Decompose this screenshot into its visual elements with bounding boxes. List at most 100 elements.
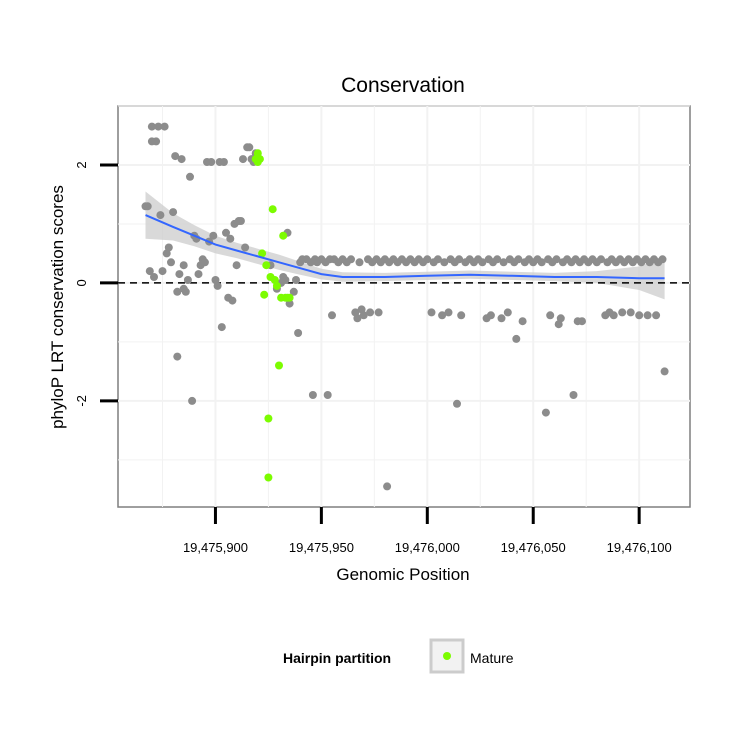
data-point	[355, 258, 364, 267]
mature-point	[272, 281, 281, 290]
data-point	[383, 482, 392, 491]
data-point	[239, 155, 247, 164]
data-point	[281, 276, 290, 284]
data-point	[359, 311, 368, 320]
data-point	[423, 255, 432, 264]
data-point	[618, 308, 627, 317]
data-point	[578, 317, 586, 326]
y-tick-marks	[100, 163, 118, 403]
data-point	[658, 255, 667, 264]
data-point	[160, 122, 169, 131]
data-point	[167, 258, 175, 267]
data-point	[433, 255, 442, 264]
mature-point	[255, 155, 264, 164]
data-point	[228, 296, 237, 305]
data-point	[660, 367, 669, 376]
data-point	[289, 287, 298, 296]
x-tick-marks	[213, 507, 641, 524]
x-axis-title: Genomic Position	[336, 565, 469, 584]
mature-point	[285, 293, 294, 302]
data-point	[374, 308, 383, 317]
data-point	[164, 243, 173, 252]
data-point	[512, 334, 521, 343]
data-point	[194, 270, 203, 279]
data-point	[518, 317, 527, 326]
data-point	[597, 255, 605, 264]
data-point	[147, 122, 156, 131]
legend-mature-swatch	[443, 652, 451, 660]
data-point	[179, 261, 188, 270]
legend-label: Mature	[470, 650, 514, 666]
data-point	[241, 243, 250, 252]
x-tick-label: 19,475,950	[289, 540, 354, 555]
data-point	[150, 273, 158, 281]
data-point	[143, 202, 152, 211]
data-point	[158, 267, 167, 276]
data-point	[222, 228, 230, 237]
data-point	[209, 231, 218, 240]
data-point	[457, 311, 466, 320]
mature-point	[264, 414, 273, 423]
data-point	[177, 155, 186, 164]
data-point	[294, 329, 303, 337]
mature-point	[264, 473, 273, 482]
data-point	[188, 396, 197, 405]
data-point	[156, 211, 165, 220]
data-point	[609, 311, 618, 320]
mature-point	[258, 249, 267, 258]
data-point	[546, 311, 555, 320]
data-point	[169, 208, 178, 217]
data-point	[173, 352, 182, 361]
smooth-line	[145, 214, 665, 280]
data-point	[427, 308, 436, 317]
y-axis-title: phyloP LRT conservation scores	[48, 185, 67, 429]
data-point	[171, 152, 180, 161]
data-point	[245, 143, 254, 152]
data-point	[154, 122, 163, 131]
legend: Hairpin partition Mature	[283, 638, 514, 674]
data-point	[323, 391, 332, 399]
data-point	[217, 323, 226, 332]
data-point	[541, 408, 550, 417]
data-point	[353, 314, 362, 323]
data-point	[145, 267, 154, 276]
data-point	[308, 391, 317, 399]
data-point	[514, 255, 523, 264]
data-point	[207, 158, 216, 166]
data-point	[455, 255, 464, 264]
data-point	[152, 137, 161, 146]
data-point	[444, 308, 453, 317]
mature-points	[251, 149, 294, 482]
y-tick-label: 0	[74, 279, 89, 286]
data-point	[292, 276, 300, 284]
x-tick-label: 19,476,000	[395, 540, 460, 555]
smooth-line-group	[145, 214, 665, 280]
mature-point	[275, 361, 283, 370]
data-point	[219, 158, 228, 166]
data-point	[236, 217, 245, 225]
mature-point	[268, 205, 277, 214]
chart-title: Conservation	[341, 74, 465, 97]
data-point	[497, 314, 506, 323]
data-point	[503, 308, 512, 317]
data-point	[652, 311, 661, 320]
data-point	[499, 258, 508, 267]
y-tick-label: 2	[74, 161, 89, 168]
data-point	[440, 258, 449, 267]
mature-point	[279, 231, 288, 240]
data-point	[478, 258, 487, 267]
mature-point	[262, 261, 271, 270]
x-tick-label: 19,475,900	[183, 540, 248, 555]
mature-point	[260, 290, 269, 299]
data-point	[200, 258, 209, 267]
data-point	[643, 311, 652, 320]
data-point	[181, 287, 190, 296]
data-point	[438, 311, 447, 320]
data-point	[552, 255, 561, 264]
data-point	[347, 255, 355, 264]
plot-panel	[117, 105, 691, 508]
confidence-band-area	[145, 191, 665, 300]
data-point	[328, 311, 336, 320]
data-point	[493, 255, 502, 264]
